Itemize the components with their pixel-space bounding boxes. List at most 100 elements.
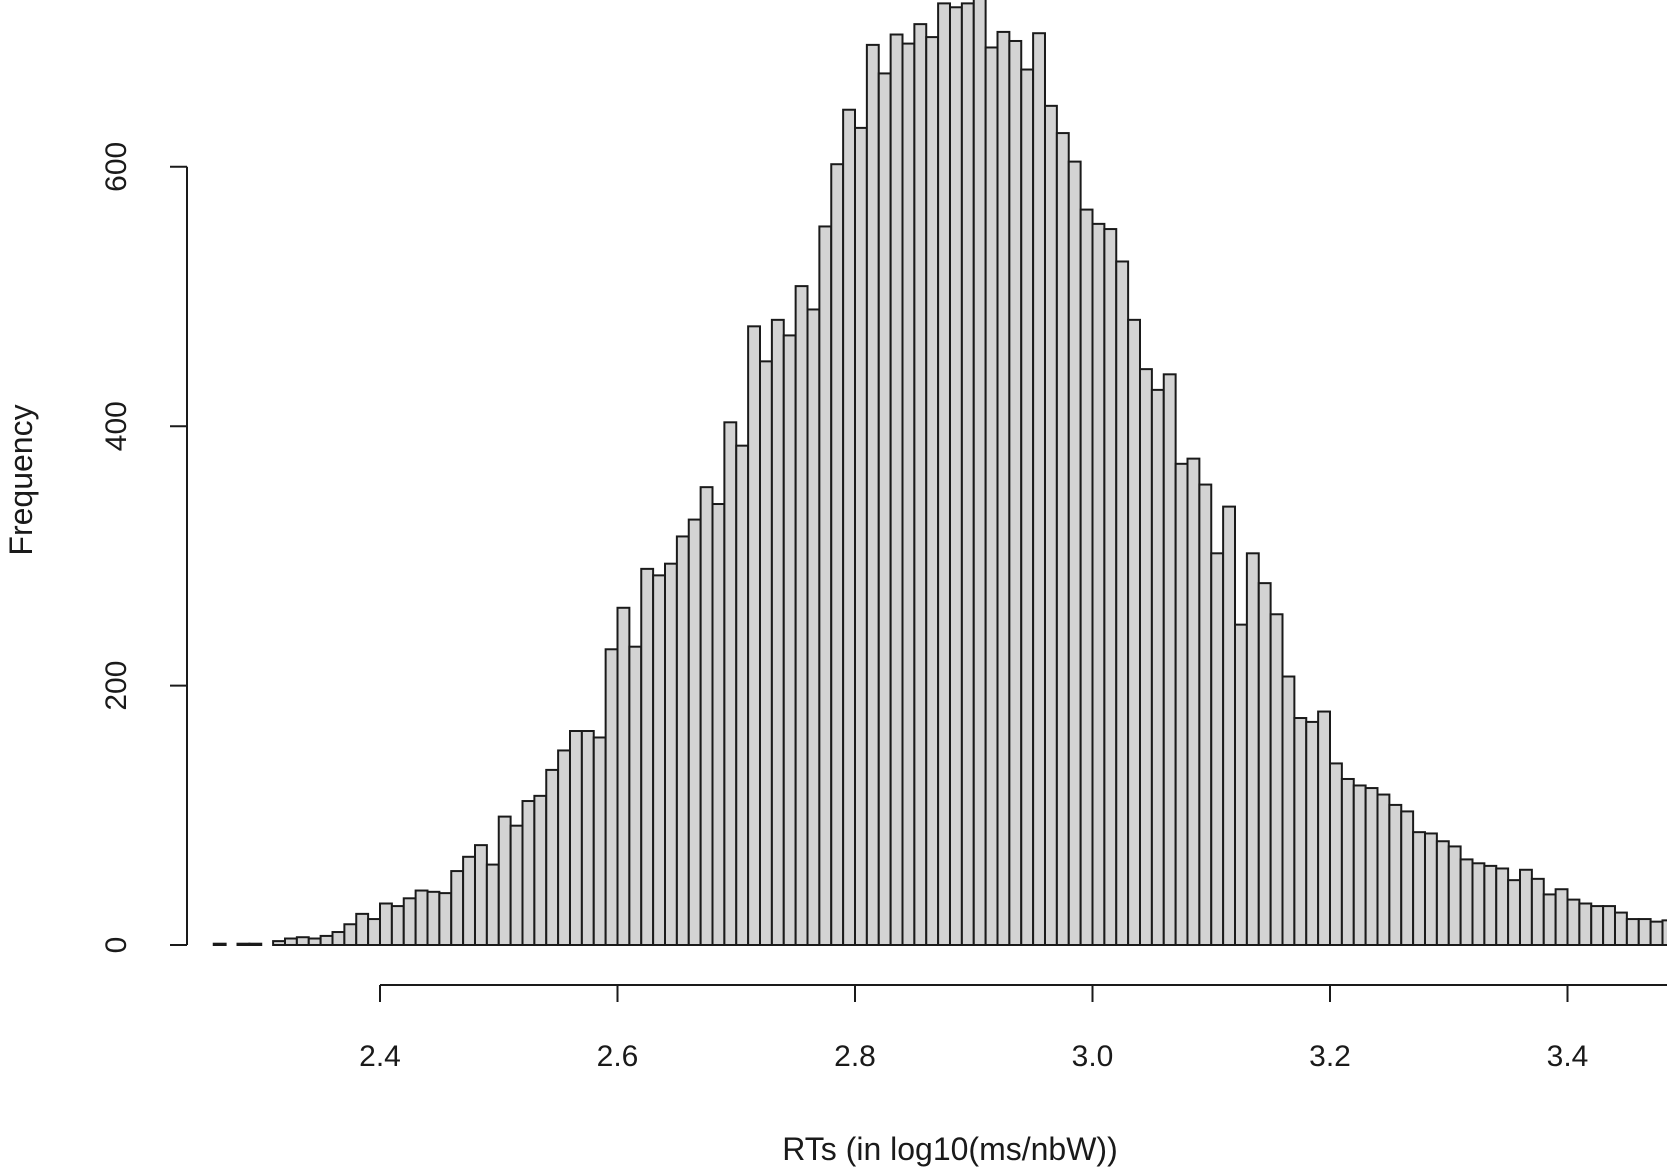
histogram-bars [212, 0, 1667, 947]
histogram-bar [485, 863, 500, 947]
histogram-bar [711, 503, 726, 946]
histogram-bar [545, 768, 560, 946]
histogram-bar [272, 940, 286, 946]
histogram-bar [723, 421, 738, 946]
histogram-bar [1281, 675, 1296, 947]
histogram-bar [533, 794, 548, 947]
y-axis: 0 200 400 600 [100, 142, 188, 954]
histogram-bar [438, 892, 453, 946]
histogram-bar [1471, 862, 1486, 946]
histogram-bar [1566, 898, 1581, 946]
histogram-bar [687, 518, 702, 947]
histogram-bar [1091, 222, 1106, 946]
histogram-bar [355, 912, 370, 946]
histogram-bar [1459, 858, 1474, 947]
histogram-bar [1055, 132, 1070, 946]
histogram-bar [1198, 483, 1213, 946]
histogram-bar [1614, 911, 1628, 947]
y-tick-label: 600 [100, 142, 133, 192]
histogram-bar [770, 318, 785, 947]
histogram-bar [343, 923, 358, 946]
histogram-bar [913, 23, 928, 946]
histogram-bar [747, 325, 762, 946]
x-tick-label: 3.0 [1072, 1040, 1114, 1073]
x-axis: 2.42.62.83.03.23.43.6 [359, 984, 1667, 1073]
histogram-bar [414, 889, 429, 947]
histogram-bar [1127, 318, 1142, 947]
histogram-bar [604, 648, 619, 947]
histogram-bar [652, 574, 667, 946]
histogram-bar [295, 936, 310, 946]
x-tick-label: 3.2 [1309, 1040, 1351, 1073]
histogram-bar [1245, 552, 1260, 946]
histogram-bar [877, 72, 892, 947]
x-tick-label: 2.4 [359, 1040, 401, 1073]
histogram-bar [1649, 920, 1664, 947]
histogram-bar [426, 890, 441, 947]
histogram-bar [1103, 228, 1118, 946]
x-tick-label: 3.4 [1547, 1040, 1589, 1073]
y-tick-label: 0 [100, 937, 133, 954]
histogram-bar [284, 937, 298, 946]
histogram-bar [818, 225, 833, 946]
histogram-bar [1495, 867, 1510, 946]
histogram-bar [1483, 864, 1498, 947]
histogram-bar [1174, 462, 1189, 946]
histogram-bar [640, 567, 655, 946]
histogram-bar [830, 163, 845, 946]
histogram-bar [842, 108, 857, 947]
histogram-bar [450, 870, 465, 947]
histogram-bar [248, 942, 263, 947]
histogram-bar [937, 2, 951, 946]
histogram-bar [1530, 877, 1545, 946]
histogram-bar [794, 285, 809, 946]
x-axis-title: RTs (in log10(ms/nbW)) [782, 1131, 1117, 1167]
histogram-bar [960, 2, 975, 946]
histogram-bar [1020, 68, 1035, 946]
histogram-bar [854, 126, 868, 946]
histogram-bar [699, 486, 714, 946]
histogram-bar [1186, 457, 1201, 947]
x-tick-label: 2.8 [834, 1040, 876, 1073]
histogram-bar [367, 918, 381, 946]
histogram-bar [1376, 793, 1391, 946]
histogram-bar [806, 308, 821, 947]
histogram-bar [1554, 888, 1569, 946]
histogram-bar [889, 33, 904, 946]
histogram-bar [509, 824, 524, 946]
x-tick-label: 2.6 [597, 1040, 639, 1073]
histogram-bar [1115, 260, 1130, 947]
histogram-bar [1352, 784, 1367, 946]
histogram-bar [996, 30, 1011, 947]
histogram-bar [1293, 717, 1308, 946]
histogram-bar [390, 905, 405, 947]
histogram-bar [735, 444, 750, 946]
histogram-bar [675, 535, 690, 946]
histogram-bar [1602, 905, 1616, 947]
histogram-bar [949, 6, 963, 946]
y-axis-title: Frequency [3, 404, 39, 555]
histogram-bar [1424, 832, 1438, 947]
histogram-bar [1008, 39, 1023, 947]
histogram-bar [1519, 868, 1533, 947]
histogram-bar [1542, 893, 1557, 946]
histogram-bar [1044, 104, 1058, 946]
histogram-bar [592, 736, 607, 946]
histogram-bar [212, 942, 227, 947]
y-tick-label: 400 [100, 401, 133, 451]
histogram-bar [1257, 582, 1272, 946]
histogram-bar [1317, 710, 1332, 946]
histogram-bar [664, 562, 678, 946]
histogram-bar [984, 46, 999, 947]
histogram-bar [1625, 918, 1640, 946]
histogram-bar [1222, 505, 1237, 946]
histogram-bar [307, 937, 322, 946]
histogram-bar [331, 931, 346, 947]
histogram-bar [569, 730, 583, 946]
histogram-bar [1067, 160, 1082, 947]
histogram-bar [402, 897, 417, 946]
histogram-bar [901, 42, 916, 946]
histogram-bar [616, 606, 631, 947]
histogram-bar [1032, 32, 1046, 946]
